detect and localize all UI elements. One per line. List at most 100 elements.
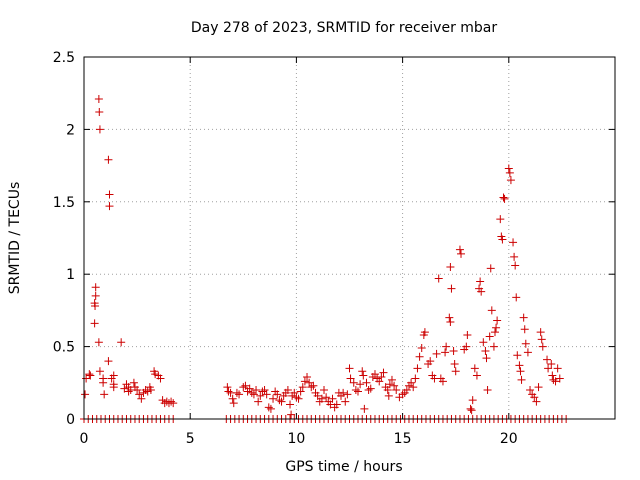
data-point xyxy=(555,374,564,383)
data-point xyxy=(169,399,178,408)
data-point xyxy=(156,374,165,383)
data-point xyxy=(91,291,100,300)
data-point xyxy=(94,338,103,347)
data-point xyxy=(117,338,126,347)
data-point xyxy=(167,397,176,406)
data-point xyxy=(258,387,267,396)
data-point xyxy=(290,388,299,397)
data-point xyxy=(445,313,454,322)
data-point xyxy=(450,359,459,368)
data-point xyxy=(420,328,429,337)
data-point xyxy=(349,378,358,387)
data-point xyxy=(486,264,495,273)
data-point xyxy=(82,374,91,383)
data-point xyxy=(409,383,418,392)
data-point xyxy=(91,283,100,292)
data-point xyxy=(353,387,362,396)
data-point xyxy=(362,378,371,387)
data-point xyxy=(493,316,502,325)
data-point xyxy=(235,390,244,399)
data-point xyxy=(245,384,254,393)
data-point xyxy=(447,284,456,293)
data-point xyxy=(241,381,250,390)
data-point xyxy=(506,176,515,185)
data-point xyxy=(517,375,526,384)
data-point xyxy=(260,386,269,395)
x-tick-label: 0 xyxy=(80,431,89,447)
data-point xyxy=(547,359,556,368)
data-point xyxy=(105,202,114,211)
data-point xyxy=(332,400,341,409)
data-point xyxy=(266,404,275,413)
data-point xyxy=(516,367,525,376)
data-point xyxy=(143,387,152,396)
data-point xyxy=(407,378,416,387)
data-point xyxy=(317,394,326,403)
data-point xyxy=(438,377,447,386)
data-point xyxy=(446,317,455,326)
data-point xyxy=(104,357,113,366)
data-point xyxy=(538,342,547,351)
data-point xyxy=(109,371,118,380)
data-point xyxy=(512,293,521,302)
data-point xyxy=(364,386,373,395)
data-point xyxy=(370,370,379,379)
x-axis-label: GPS time / hours xyxy=(285,459,402,475)
data-point xyxy=(523,348,532,357)
data-point xyxy=(385,380,394,389)
data-point xyxy=(496,215,505,224)
data-point xyxy=(417,344,426,353)
data-point xyxy=(249,390,258,399)
data-point xyxy=(100,390,109,399)
y-tick-label: 2 xyxy=(66,122,75,138)
x-tick-label: 20 xyxy=(500,431,518,447)
x-tick-label: 5 xyxy=(186,431,195,447)
data-point xyxy=(351,386,360,395)
data-point xyxy=(133,386,142,395)
data-point xyxy=(434,274,443,283)
data-point xyxy=(81,390,90,399)
data-point xyxy=(432,349,441,358)
data-point xyxy=(341,397,350,406)
data-point xyxy=(91,302,100,311)
data-point xyxy=(487,306,496,315)
chart-title: Day 278 of 2023, SRMTID for receiver mba… xyxy=(191,20,498,36)
data-point xyxy=(548,371,557,380)
data-point xyxy=(146,386,155,395)
data-point xyxy=(384,391,393,400)
data-point xyxy=(95,367,104,376)
data-point xyxy=(383,386,392,395)
data-point xyxy=(294,394,303,403)
data-point xyxy=(510,252,519,261)
data-point xyxy=(375,377,384,386)
data-point xyxy=(521,339,530,348)
data-point xyxy=(505,168,514,177)
data-point xyxy=(379,368,388,377)
data-point xyxy=(500,194,509,203)
data-point xyxy=(305,378,314,387)
data-point xyxy=(129,378,138,387)
data-point xyxy=(426,357,435,366)
data-point xyxy=(513,351,522,360)
data-point xyxy=(286,400,295,409)
data-point xyxy=(232,388,241,397)
data-point xyxy=(466,404,475,413)
data-point xyxy=(256,391,265,400)
data-point xyxy=(519,313,528,322)
data-point xyxy=(105,190,114,199)
data-point xyxy=(477,287,486,296)
data-point xyxy=(99,378,108,387)
data-point xyxy=(313,391,322,400)
data-point xyxy=(239,383,248,392)
data-point xyxy=(366,384,375,393)
data-point xyxy=(328,394,337,403)
data-point xyxy=(283,386,292,395)
data-point xyxy=(339,388,348,397)
data-point xyxy=(467,406,476,415)
data-point xyxy=(520,325,529,334)
data-point xyxy=(490,328,499,337)
data-point xyxy=(307,383,316,392)
data-point xyxy=(356,380,365,389)
data-point xyxy=(413,364,422,373)
data-point xyxy=(470,364,479,373)
